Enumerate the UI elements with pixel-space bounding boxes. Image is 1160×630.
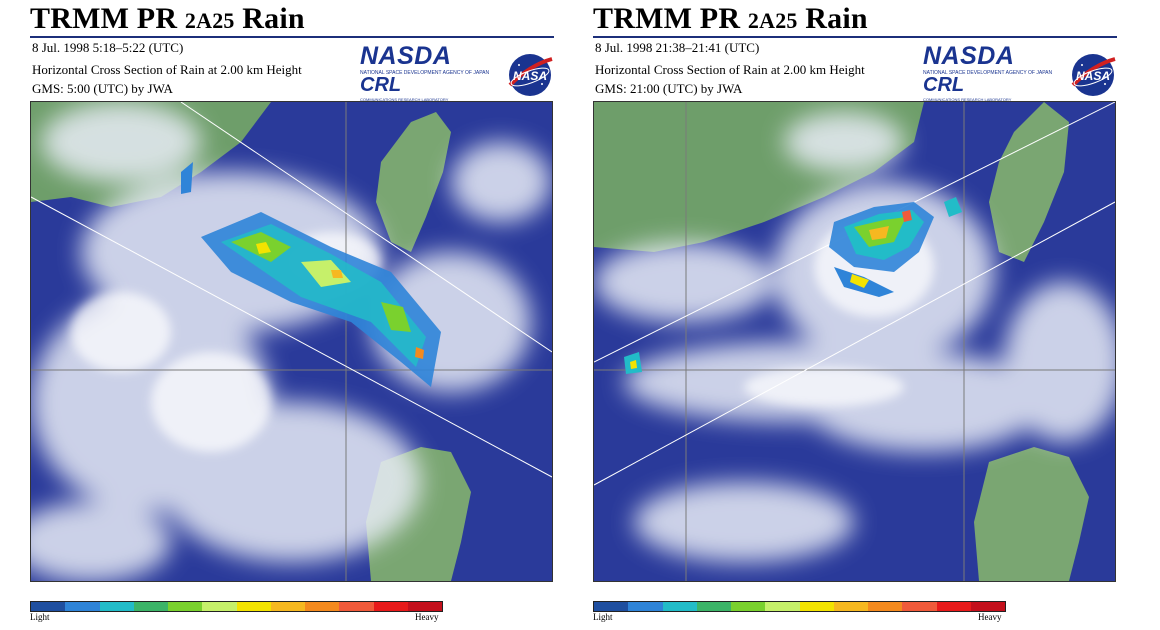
title-rain: Rain bbox=[797, 2, 868, 35]
crl-subtitle: COMMUNICATIONS RESEARCH LABORATORY bbox=[923, 97, 1012, 102]
crl-text: CRL bbox=[360, 74, 402, 96]
rain-band bbox=[181, 162, 441, 387]
nasda-text: NASDA bbox=[923, 42, 1015, 70]
rain-color-scale bbox=[30, 601, 443, 612]
gms-source: GMS: 21:00 (UTC) by JWA bbox=[595, 81, 743, 96]
luzon-island bbox=[974, 447, 1089, 581]
satellite-map bbox=[30, 101, 553, 582]
nasa-logo: NASA bbox=[506, 51, 554, 99]
description: Horizontal Cross Section of Rain at 2.00… bbox=[595, 62, 865, 77]
nasda-subtitle: NATIONAL SPACE DEVELOPMENT AGENCY OF JAP… bbox=[360, 70, 490, 76]
nasda-logo: NASDA NATIONAL SPACE DEVELOPMENT AGENCY … bbox=[360, 43, 500, 103]
nasda-text: NASDA bbox=[360, 42, 452, 70]
scale-heavy-label: Heavy bbox=[415, 612, 439, 622]
nasda-subtitle: NATIONAL SPACE DEVELOPMENT AGENCY OF JAP… bbox=[923, 70, 1053, 76]
title-rain: Rain bbox=[234, 2, 305, 35]
title-product: 2A25 bbox=[747, 8, 798, 33]
taiwan-island bbox=[376, 112, 451, 252]
rain-color-scale bbox=[593, 601, 1006, 612]
scale-heavy-label: Heavy bbox=[978, 612, 1002, 622]
observation-time: 8 Jul. 1998 21:38–21:41 (UTC) bbox=[595, 40, 760, 55]
nasa-logo: NASA bbox=[1069, 51, 1117, 99]
crl-subtitle: COMMUNICATIONS RESEARCH LABORATORY bbox=[360, 97, 449, 102]
satellite-map bbox=[593, 101, 1116, 582]
panel-right: TRMM PR 2A25 Rain 8 Jul. 1998 21:38–21:4… bbox=[593, 0, 1123, 630]
title-main: TRMM PR bbox=[593, 2, 748, 35]
crl-text: CRL bbox=[923, 74, 965, 96]
scale-light-label: Light bbox=[30, 612, 50, 622]
taiwan-island bbox=[989, 102, 1069, 262]
panel-title: TRMM PR 2A25 Rain bbox=[593, 2, 868, 38]
observation-time: 8 Jul. 1998 5:18–5:22 (UTC) bbox=[32, 40, 184, 55]
nasa-text: NASA bbox=[1076, 69, 1110, 83]
nasda-logo: NASDA NATIONAL SPACE DEVELOPMENT AGENCY … bbox=[923, 43, 1063, 103]
description: Horizontal Cross Section of Rain at 2.00… bbox=[32, 62, 302, 77]
title-rule bbox=[30, 36, 554, 38]
panel-left: TRMM PR 2A25 Rain 8 Jul. 1998 5:18–5:22 … bbox=[30, 0, 560, 630]
rain-band bbox=[624, 197, 962, 374]
title-product: 2A25 bbox=[184, 8, 235, 33]
title-main: TRMM PR bbox=[30, 2, 185, 35]
nasa-text: NASA bbox=[513, 69, 547, 83]
panel-title: TRMM PR 2A25 Rain bbox=[30, 2, 305, 38]
gms-source: GMS: 5:00 (UTC) by JWA bbox=[32, 81, 173, 96]
title-rule bbox=[593, 36, 1117, 38]
scale-light-label: Light bbox=[593, 612, 613, 622]
